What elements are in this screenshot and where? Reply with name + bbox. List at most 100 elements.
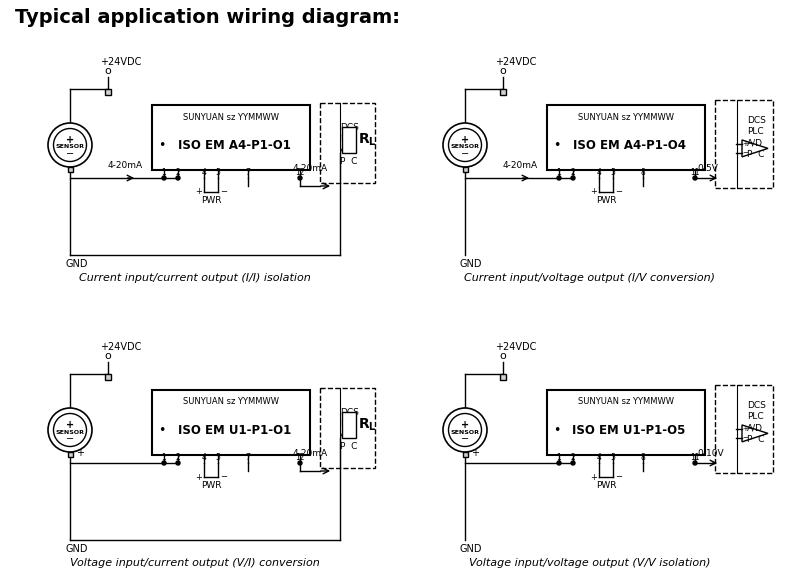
- Circle shape: [298, 176, 302, 180]
- Circle shape: [162, 461, 166, 465]
- Bar: [462, 167, 468, 172]
- Text: GND: GND: [460, 544, 483, 554]
- Text: 8: 8: [641, 453, 645, 462]
- Text: Current input/voltage output (I/V conversion): Current input/voltage output (I/V conver…: [465, 273, 716, 283]
- Text: 4-20mA: 4-20mA: [292, 449, 328, 458]
- Circle shape: [176, 461, 180, 465]
- Text: +: +: [195, 473, 202, 481]
- Text: 1: 1: [557, 453, 562, 462]
- Text: 4-20mA: 4-20mA: [503, 161, 538, 170]
- Bar: [152, 390, 310, 455]
- Text: −: −: [220, 187, 227, 197]
- Text: +: +: [76, 448, 84, 458]
- Text: o: o: [499, 66, 506, 76]
- Circle shape: [557, 176, 561, 180]
- Text: Typical application wiring diagram:: Typical application wiring diagram:: [15, 8, 400, 27]
- Text: •: •: [553, 139, 561, 152]
- Text: 4: 4: [596, 453, 601, 462]
- Text: o: o: [104, 66, 111, 76]
- Text: 2: 2: [175, 453, 180, 462]
- Text: 1: 1: [162, 168, 167, 177]
- Circle shape: [693, 176, 697, 180]
- Text: +: +: [742, 426, 748, 432]
- Text: 4: 4: [201, 168, 206, 177]
- Text: −: −: [461, 149, 469, 159]
- Text: 11: 11: [690, 453, 700, 462]
- Text: SUNYUAN sz YYMMWW: SUNYUAN sz YYMMWW: [578, 113, 674, 122]
- Text: 2: 2: [570, 453, 575, 462]
- Text: Voltage input/voltage output (V/V isolation): Voltage input/voltage output (V/V isolat…: [469, 558, 711, 568]
- Bar: [320, 388, 375, 468]
- Circle shape: [443, 123, 487, 167]
- Circle shape: [693, 461, 697, 465]
- Text: ISO EM U1-P1-O5: ISO EM U1-P1-O5: [573, 424, 686, 437]
- Text: 5: 5: [216, 453, 220, 462]
- Bar: [152, 105, 310, 170]
- Text: DCS
PLC
A/D
P  C: DCS PLC A/D P C: [747, 116, 766, 159]
- Circle shape: [298, 461, 302, 465]
- Text: •: •: [158, 424, 166, 437]
- Text: 1: 1: [557, 168, 562, 177]
- Text: o: o: [499, 351, 506, 361]
- Text: −: −: [66, 149, 74, 159]
- Bar: [67, 167, 73, 172]
- Bar: [105, 89, 111, 95]
- Text: 4-20mA: 4-20mA: [108, 161, 143, 170]
- Text: 5: 5: [611, 453, 615, 462]
- Text: GND: GND: [65, 544, 88, 554]
- Text: ISO EM A4-P1-O4: ISO EM A4-P1-O4: [573, 139, 686, 152]
- Text: PWR: PWR: [596, 196, 616, 205]
- Text: 0-10V: 0-10V: [697, 449, 724, 458]
- Text: +: +: [66, 135, 74, 145]
- Text: 12: 12: [295, 453, 305, 462]
- Text: DCS
PLC
A/D
P  C: DCS PLC A/D P C: [340, 408, 359, 451]
- Text: −: −: [615, 187, 622, 197]
- Text: 4: 4: [596, 168, 601, 177]
- Bar: [105, 374, 111, 380]
- Text: 4-20mA: 4-20mA: [292, 164, 328, 173]
- Bar: [500, 374, 506, 380]
- Text: ISO EM A4-P1-O1: ISO EM A4-P1-O1: [178, 139, 291, 152]
- Text: +: +: [461, 420, 469, 430]
- Circle shape: [571, 461, 575, 465]
- Text: SENSOR: SENSOR: [55, 144, 85, 150]
- Text: DCS
PLC
A/D
P  C: DCS PLC A/D P C: [747, 401, 766, 444]
- Text: +24VDC: +24VDC: [100, 342, 141, 352]
- Circle shape: [571, 176, 575, 180]
- Text: 0-5V: 0-5V: [697, 164, 718, 173]
- Text: o: o: [104, 351, 111, 361]
- Text: Voltage input/current output (V/I) conversion: Voltage input/current output (V/I) conve…: [70, 558, 320, 568]
- Circle shape: [176, 176, 180, 180]
- Bar: [715, 100, 773, 188]
- Text: SENSOR: SENSOR: [450, 430, 480, 434]
- Text: ISO EM U1-P1-O1: ISO EM U1-P1-O1: [178, 424, 291, 437]
- Circle shape: [48, 408, 92, 452]
- Bar: [320, 103, 375, 183]
- Circle shape: [443, 408, 487, 452]
- Text: 8: 8: [641, 168, 645, 177]
- Text: +24VDC: +24VDC: [100, 57, 141, 67]
- Circle shape: [557, 461, 561, 465]
- Bar: [462, 452, 468, 457]
- Circle shape: [48, 123, 92, 167]
- Text: +24VDC: +24VDC: [495, 57, 536, 67]
- Text: PWR: PWR: [201, 196, 221, 205]
- Text: +: +: [195, 187, 202, 197]
- Text: GND: GND: [65, 259, 88, 269]
- Bar: [715, 385, 773, 473]
- Text: $\mathbf{R_L}$: $\mathbf{R_L}$: [358, 132, 377, 148]
- Text: 11: 11: [690, 168, 700, 177]
- Circle shape: [162, 176, 166, 180]
- Text: −: −: [220, 473, 227, 481]
- Text: 2: 2: [175, 168, 180, 177]
- Text: SUNYUAN sz YYMMWW: SUNYUAN sz YYMMWW: [578, 397, 674, 407]
- Bar: [500, 89, 506, 95]
- Text: PWR: PWR: [596, 481, 616, 490]
- Text: 7: 7: [246, 453, 250, 462]
- Text: $\mathbf{R_L}$: $\mathbf{R_L}$: [358, 417, 377, 433]
- Text: +24VDC: +24VDC: [495, 342, 536, 352]
- Bar: [342, 127, 356, 153]
- Text: •: •: [553, 424, 561, 437]
- Text: +: +: [471, 448, 479, 458]
- Text: +: +: [66, 420, 74, 430]
